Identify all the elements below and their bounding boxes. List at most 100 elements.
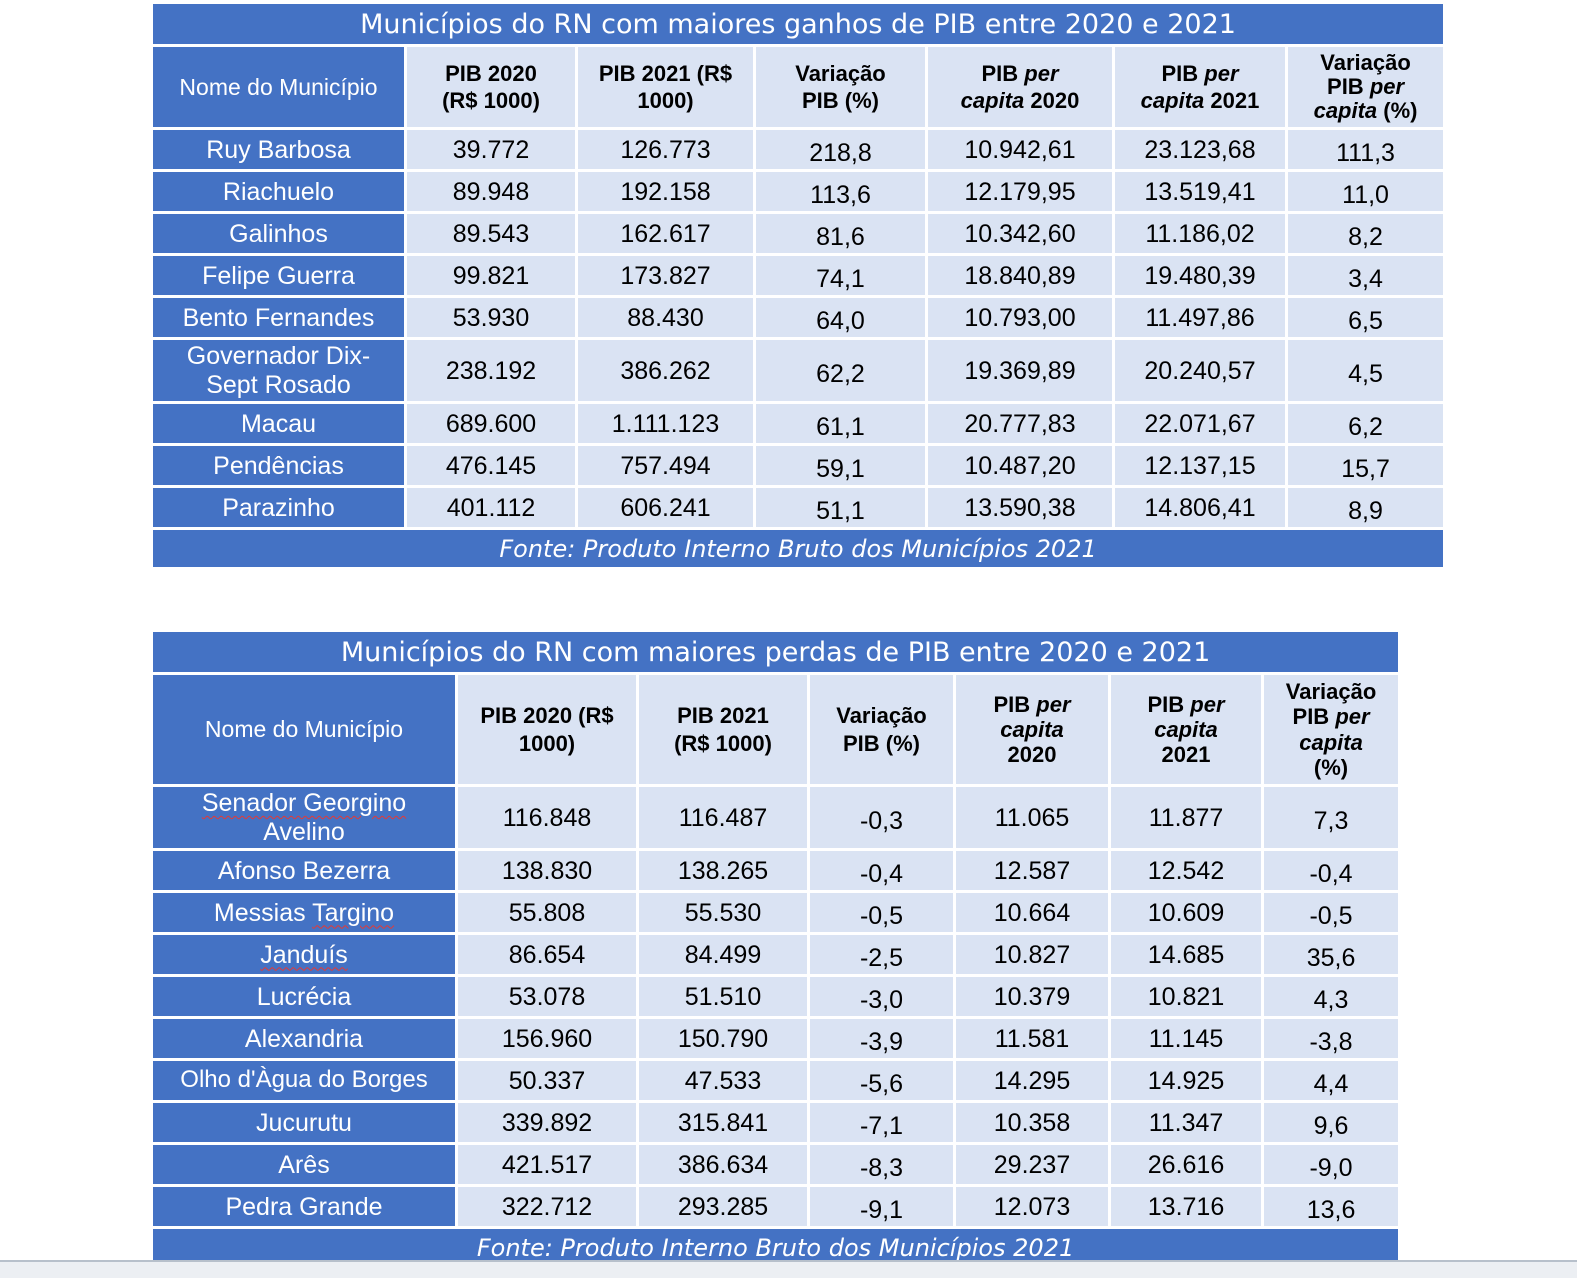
- pib-2020: 53.078: [455, 974, 639, 1019]
- per-capita-2021: 14.685: [1108, 932, 1264, 977]
- per-capita-2021: 26.616: [1108, 1142, 1264, 1187]
- gains-title-row: Municípios do RN com maiores ganhos de P…: [149, 1, 1447, 47]
- gains-table-title: Municípios do RN com maiores ganhos de P…: [149, 1, 1447, 47]
- per-capita-2020: 11.581: [953, 1016, 1111, 1061]
- table-row: Pendências 476.145 757.494 59,1 10.487,2…: [150, 443, 1447, 488]
- pib-variation: -3,0: [807, 974, 956, 1019]
- per-capita-2021: 11.877: [1108, 784, 1264, 851]
- pib-2020: 116.848: [455, 784, 639, 851]
- per-capita-2020: 12.073: [953, 1184, 1111, 1229]
- header-per-capita-variation: Variação PIB per capita (%): [1284, 44, 1447, 130]
- pib-2020: 53.930: [404, 295, 578, 340]
- pib-2021: 173.827: [575, 253, 756, 298]
- pib-variation: 81,6: [753, 211, 928, 256]
- header-per-capita-2021: PIB per capita 2021: [1112, 44, 1288, 130]
- municipality-name: Lucrécia: [150, 974, 458, 1019]
- per-capita-2020: 10.487,20: [925, 443, 1115, 488]
- municipality-name: Riachuelo: [150, 169, 407, 214]
- per-capita-2020: 12.587: [953, 848, 1111, 893]
- pib-2020: 421.517: [455, 1142, 639, 1187]
- pib-2021: 162.617: [575, 211, 756, 256]
- per-capita-2021: 20.240,57: [1112, 337, 1288, 404]
- pib-2021: 386.634: [636, 1142, 810, 1187]
- per-capita-2020: 20.777,83: [925, 401, 1115, 446]
- per-capita-2020: 18.840,89: [925, 253, 1115, 298]
- header-pib-variation: Variação PIB (%): [807, 672, 956, 787]
- per-capita-2021: 10.821: [1108, 974, 1264, 1019]
- per-capita-2021: 13.519,41: [1112, 169, 1288, 214]
- municipality-name: Macau: [150, 401, 407, 446]
- pib-2020: 55.808: [455, 890, 639, 935]
- per-capita-2021: 11.186,02: [1112, 211, 1288, 256]
- table-row: Alexandria 156.960 150.790 -3,9 11.581 1…: [150, 1016, 1402, 1061]
- losses-title-row: Municípios do RN com maiores perdas de P…: [149, 629, 1402, 675]
- header-pib-2020: PIB 2020 (R$ 1000): [404, 44, 578, 130]
- pib-2020: 401.112: [404, 485, 578, 530]
- pib-2021: 84.499: [636, 932, 810, 977]
- pib-variation: -0,3: [807, 784, 956, 851]
- pib-2021: 88.430: [575, 295, 756, 340]
- municipality-name: Olho d'Àgua do Borges: [150, 1058, 458, 1103]
- losses-header-row: Nome do Município PIB 2020 (R$ 1000) PIB …: [150, 672, 1402, 787]
- per-capita-2020: 10.664: [953, 890, 1111, 935]
- per-capita-variation: 8,2: [1284, 211, 1447, 256]
- pib-2021: 47.533: [636, 1058, 810, 1103]
- per-capita-variation: 7,3: [1260, 784, 1402, 851]
- pib-2021: 386.262: [575, 337, 756, 404]
- table-row: Afonso Bezerra 138.830 138.265 -0,4 12.5…: [150, 848, 1402, 893]
- per-capita-variation: -9,0: [1260, 1142, 1402, 1187]
- municipality-name: Alexandria: [150, 1016, 458, 1061]
- per-capita-2020: 10.358: [953, 1100, 1111, 1145]
- per-capita-2020: 14.295: [953, 1058, 1111, 1103]
- table-row: Senador Georgino Avelino 116.848 116.487 …: [150, 784, 1402, 851]
- per-capita-2020: 19.369,89: [925, 337, 1115, 404]
- per-capita-2020: 11.065: [953, 784, 1111, 851]
- per-capita-2021: 22.071,67: [1112, 401, 1288, 446]
- pib-2020: 39.772: [404, 127, 578, 172]
- losses-table: Municípios do RN com maiores perdas de P…: [149, 629, 1402, 1269]
- pib-2021: 757.494: [575, 443, 756, 488]
- municipality-name: Senador Georgino Avelino: [150, 784, 458, 851]
- pib-2021: 293.285: [636, 1184, 810, 1229]
- per-capita-2021: 23.123,68: [1112, 127, 1288, 172]
- pib-2021: 126.773: [575, 127, 756, 172]
- pib-2021: 138.265: [636, 848, 810, 893]
- municipality-name: Afonso Bezerra: [150, 848, 458, 893]
- pib-variation: 218,8: [753, 127, 928, 172]
- pib-variation: -3,9: [807, 1016, 956, 1061]
- per-capita-variation: 13,6: [1260, 1184, 1402, 1229]
- municipality-name: Pendências: [150, 443, 407, 488]
- municipality-name: Bento Fernandes: [150, 295, 407, 340]
- municipality-name: Pedra Grande: [150, 1184, 458, 1229]
- header-pib-2021: PIB 2021 (R$ 1000): [575, 44, 756, 130]
- per-capita-2020: 10.379: [953, 974, 1111, 1019]
- source-note: Fonte: Produto Interno Bruto dos Municíp…: [149, 527, 1447, 570]
- per-capita-variation: 6,2: [1284, 401, 1447, 446]
- per-capita-2020: 29.237: [953, 1142, 1111, 1187]
- per-capita-variation: 6,5: [1284, 295, 1447, 340]
- pib-2020: 138.830: [455, 848, 639, 893]
- pib-2021: 192.158: [575, 169, 756, 214]
- per-capita-variation: 8,9: [1284, 485, 1447, 530]
- per-capita-variation: -0,5: [1260, 890, 1402, 935]
- pib-2020: 50.337: [455, 1058, 639, 1103]
- window-bottom-edge: [0, 1260, 1577, 1278]
- municipality-name: Galinhos: [150, 211, 407, 256]
- header-municipality-name: Nome do Município: [150, 44, 407, 130]
- pib-2020: 89.543: [404, 211, 578, 256]
- pib-variation: 59,1: [753, 443, 928, 488]
- table-row: Lucrécia 53.078 51.510 -3,0 10.379 10.82…: [150, 974, 1402, 1019]
- pib-2020: 99.821: [404, 253, 578, 298]
- per-capita-variation: -3,8: [1260, 1016, 1402, 1061]
- table-row: Bento Fernandes 53.930 88.430 64,0 10.79…: [150, 295, 1447, 340]
- header-per-capita-2020: PIB per capita 2020: [925, 44, 1115, 130]
- municipality-name: Ruy Barbosa: [150, 127, 407, 172]
- per-capita-variation: 4,4: [1260, 1058, 1402, 1103]
- municipality-name: Parazinho: [150, 485, 407, 530]
- municipality-name: Felipe Guerra: [150, 253, 407, 298]
- per-capita-variation: -0,4: [1260, 848, 1402, 893]
- header-per-capita-2021: PIB per capita 2021: [1108, 672, 1264, 787]
- pib-variation: -5,6: [807, 1058, 956, 1103]
- pib-variation: -2,5: [807, 932, 956, 977]
- per-capita-variation: 35,6: [1260, 932, 1402, 977]
